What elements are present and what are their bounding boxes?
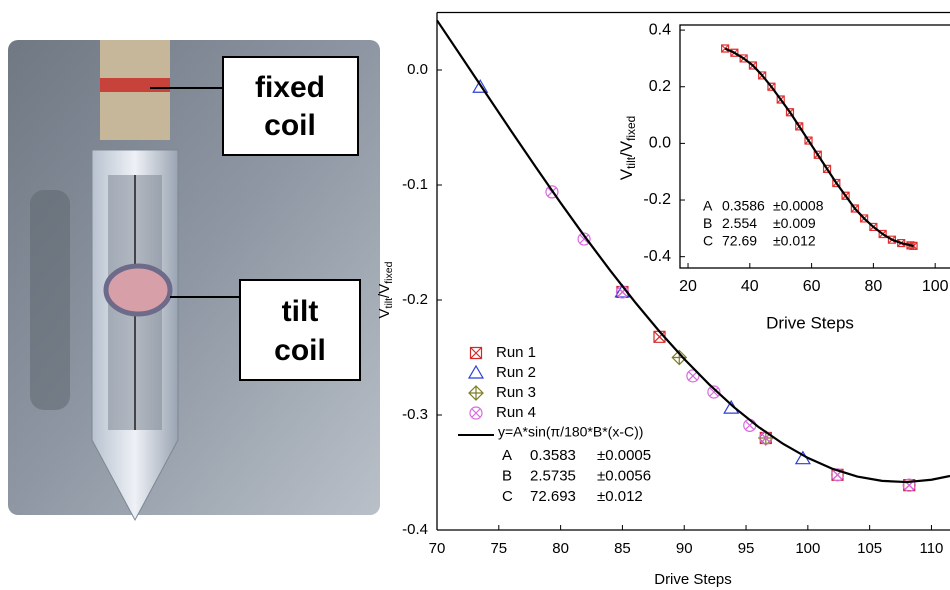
y-tick-label: 0.2 bbox=[649, 78, 671, 95]
legend-label: Run 2 bbox=[496, 364, 536, 381]
legend-label: Run 4 bbox=[496, 404, 536, 421]
y-axis-label: Vtilt/Vfixed bbox=[376, 261, 395, 318]
fit-param-value: 72.693 bbox=[530, 488, 576, 505]
data-point bbox=[577, 232, 591, 246]
y-tick-label: -0.2 bbox=[643, 191, 671, 208]
callout-box bbox=[222, 56, 359, 156]
legend-label: y=A*sin(π/180*B*(x-C)) bbox=[498, 424, 643, 440]
y-axis-label-subscript: fixed bbox=[383, 261, 395, 283]
fit-param-error: ±0.0056 bbox=[597, 467, 651, 484]
data-point bbox=[909, 241, 918, 251]
legend-marker bbox=[469, 406, 483, 420]
data-point bbox=[723, 399, 740, 414]
x-tick-label: 100 bbox=[922, 278, 949, 295]
legend-marker bbox=[469, 346, 483, 360]
x-tick-label: 90 bbox=[676, 540, 693, 557]
fit-param-value: 0.3583 bbox=[530, 447, 576, 464]
x-tick-label: 85 bbox=[614, 540, 631, 557]
x-tick-label: 110 bbox=[919, 540, 943, 557]
fit-param-name: C bbox=[502, 488, 513, 505]
y-tick-label: 0.0 bbox=[649, 135, 671, 152]
fit-line bbox=[436, 19, 950, 484]
fixed-coil bbox=[100, 78, 170, 92]
fit-param-error: ±0.012 bbox=[597, 488, 643, 505]
y-tick-label: -0.3 bbox=[402, 406, 428, 423]
x-tick-label: 95 bbox=[738, 540, 755, 557]
y-axis-label-part: /V bbox=[376, 284, 393, 298]
x-tick-label: 60 bbox=[803, 278, 821, 295]
fit-param-name: B bbox=[502, 467, 512, 484]
y-axis-label-subscript: tilt bbox=[383, 298, 395, 309]
callout-box bbox=[239, 279, 361, 381]
fit-param-value: 0.3586 bbox=[722, 198, 765, 214]
x-tick-label: 40 bbox=[741, 278, 759, 295]
fit-param-name: A bbox=[703, 198, 713, 214]
callout-text: tilt bbox=[282, 295, 319, 328]
x-tick-label: 20 bbox=[679, 278, 697, 295]
fit-param-name: A bbox=[502, 447, 512, 464]
legend-marker bbox=[468, 385, 484, 401]
fit-param-value: 2.554 bbox=[722, 215, 757, 231]
y-tick-label: -0.4 bbox=[643, 248, 671, 265]
data-point bbox=[472, 79, 489, 93]
y-tick-label: 0.0 bbox=[407, 61, 428, 78]
legend-label: Run 1 bbox=[496, 344, 536, 361]
x-tick-label: 80 bbox=[864, 278, 882, 295]
fit-param-error: ±0.0005 bbox=[597, 447, 651, 464]
photo: fixed coil tilt coil bbox=[8, 40, 380, 522]
legend-label: Run 3 bbox=[496, 384, 536, 401]
callout-text: coil bbox=[274, 334, 326, 367]
fit-param-value: 72.69 bbox=[722, 233, 757, 249]
fit-param-error: ±0.012 bbox=[773, 233, 816, 249]
fit-param-error: ±0.0008 bbox=[773, 198, 824, 214]
fit-line bbox=[724, 47, 914, 247]
y-axis-label-subscript: tilt bbox=[624, 156, 638, 169]
fit-param-name: B bbox=[703, 215, 712, 231]
callout-text: coil bbox=[264, 109, 316, 142]
fit-param-name: C bbox=[703, 233, 713, 249]
tilt-coil bbox=[103, 263, 173, 317]
legend-marker bbox=[467, 364, 485, 379]
y-axis-label-part: /V bbox=[617, 140, 636, 157]
callout-text: fixed bbox=[255, 71, 325, 104]
data-point bbox=[707, 385, 721, 399]
y-tick-label: -0.2 bbox=[402, 291, 428, 308]
x-tick-label: 100 bbox=[795, 540, 820, 557]
y-axis-label-part: V bbox=[617, 168, 636, 180]
y-axis-label-part: V bbox=[376, 308, 393, 318]
data-point bbox=[686, 369, 700, 383]
photo-shadow bbox=[30, 190, 70, 410]
fit-param-error: ±0.009 bbox=[773, 215, 816, 231]
y-tick-label: 0.4 bbox=[649, 21, 671, 38]
x-tick-label: 75 bbox=[490, 540, 507, 557]
x-tick-label: 105 bbox=[857, 540, 882, 557]
x-tick-label: 70 bbox=[429, 540, 446, 557]
y-axis-label: Vtilt/Vfixed bbox=[617, 116, 638, 180]
fit-param-value: 2.5735 bbox=[530, 467, 576, 484]
inset-background bbox=[679, 24, 950, 269]
x-axis-label: Drive Steps bbox=[654, 571, 732, 588]
data-point bbox=[653, 330, 666, 343]
y-tick-label: -0.1 bbox=[402, 176, 428, 193]
y-axis-label-subscript: fixed bbox=[624, 116, 638, 141]
y-tick-label: -0.4 bbox=[402, 521, 428, 538]
x-tick-label: 80 bbox=[552, 540, 569, 557]
x-axis-label: Drive Steps bbox=[766, 313, 854, 332]
